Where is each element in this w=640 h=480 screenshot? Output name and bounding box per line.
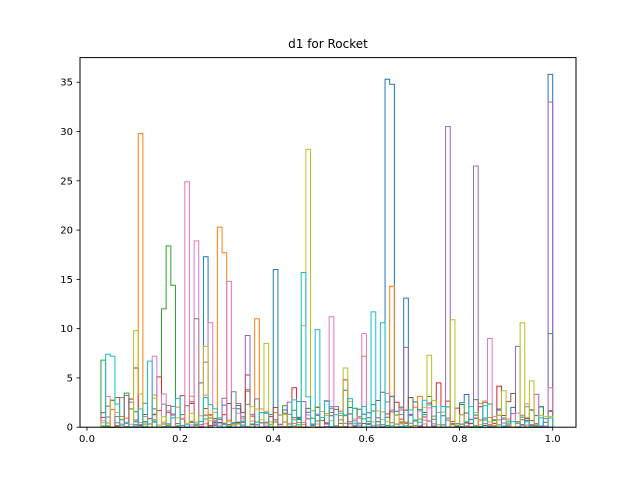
histogram-series-1	[100, 73, 554, 428]
y-tick-label: 10	[60, 324, 73, 335]
x-tick-label: 0.6	[358, 434, 374, 445]
y-tick-label: 5	[67, 373, 73, 384]
y-axis: 0 5 10 15 20 25 30 35	[60, 78, 80, 434]
histogram-series-9	[100, 148, 554, 428]
plot-frame	[79, 57, 577, 428]
x-axis: 0.0 0.2 0.4 0.6 0.8 1.0	[79, 427, 561, 445]
x-tick-label: 0.8	[452, 434, 468, 445]
y-tick-label: 35	[60, 78, 73, 89]
histogram-series-6	[100, 390, 553, 428]
y-tick-label: 25	[60, 176, 73, 187]
histogram-series-5	[100, 101, 554, 428]
histogram-series-2	[100, 132, 553, 428]
x-tick-label: 1.0	[545, 434, 561, 445]
histogram-series-10	[100, 271, 554, 428]
y-tick-label: 0	[67, 423, 73, 434]
y-tick-label: 20	[60, 226, 73, 237]
x-tick-label: 0.2	[172, 434, 188, 445]
y-tick-label: 15	[60, 275, 73, 286]
chart-title: d1 for Rocket	[288, 37, 368, 51]
x-tick-label: 0.4	[265, 434, 281, 445]
histogram-series-7	[100, 181, 554, 428]
histogram-series-3	[100, 245, 554, 428]
series-layer	[100, 73, 554, 428]
x-tick-label: 0.0	[79, 434, 95, 445]
histogram-series-8	[100, 391, 554, 428]
y-tick-label: 30	[60, 127, 73, 138]
